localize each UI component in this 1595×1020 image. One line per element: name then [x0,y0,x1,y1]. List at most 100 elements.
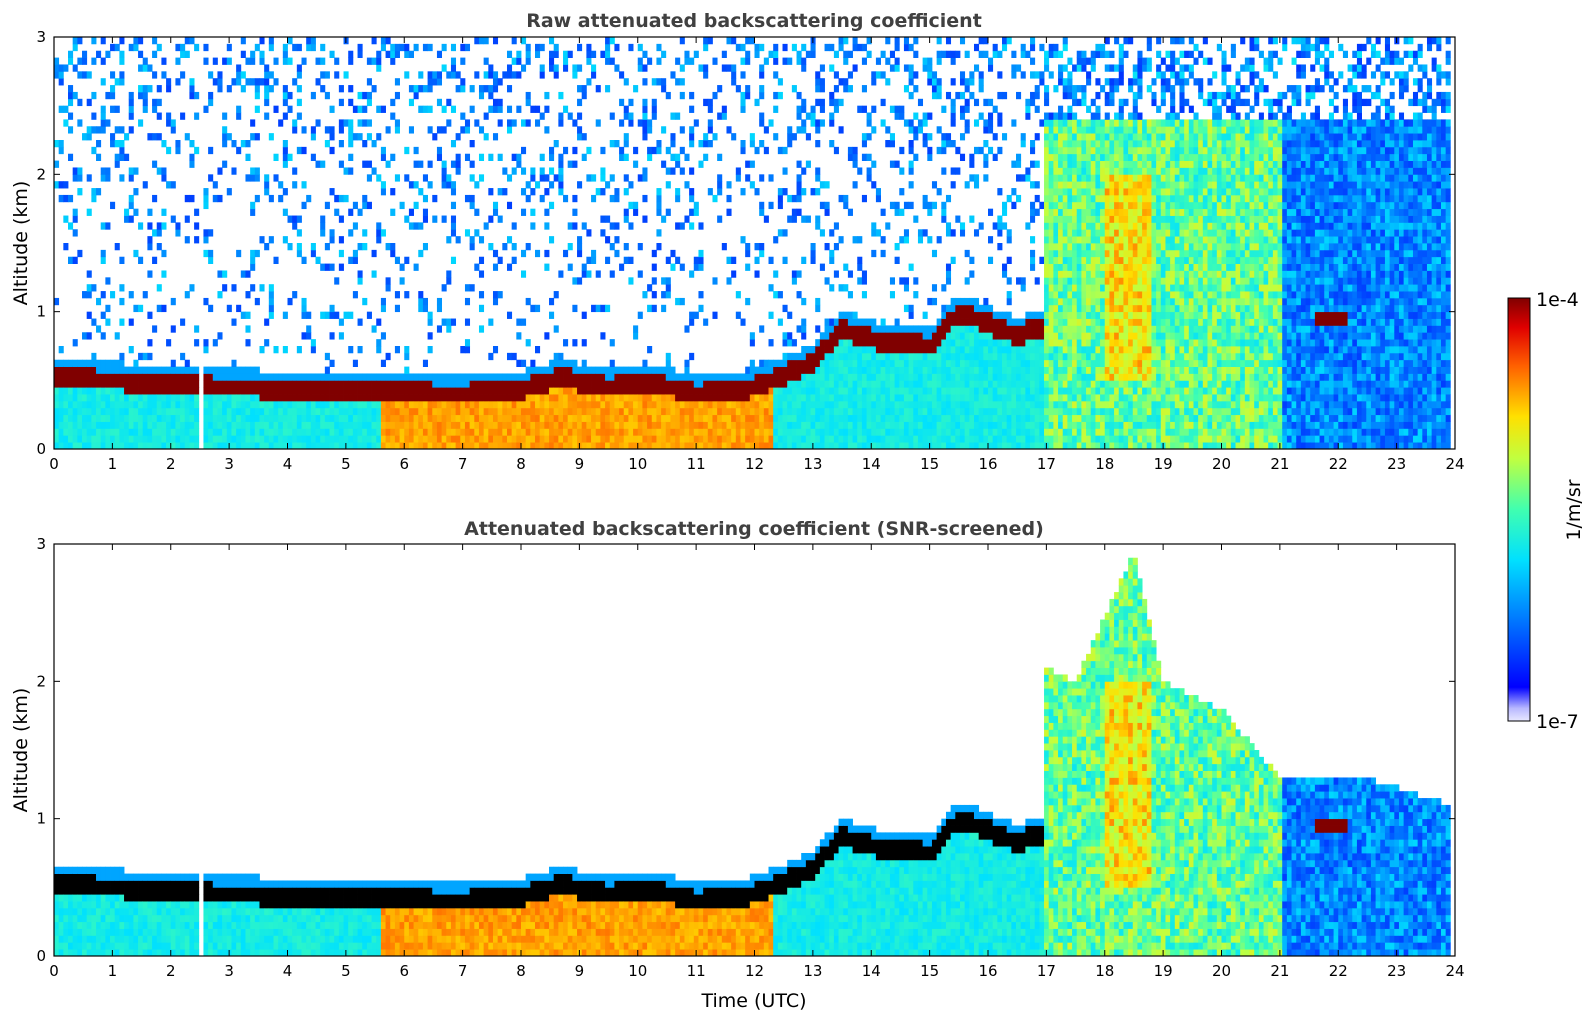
heatmap-cell [642,387,648,395]
heatmap-cell [988,236,994,244]
heatmap-cell [740,146,746,155]
heatmap-cell [455,71,461,79]
heatmap-cell [768,50,774,58]
heatmap-cell [413,222,419,230]
heatmap-cell [394,387,400,395]
heatmap-cell [600,174,606,182]
heatmap-cell [1006,277,1012,285]
heatmap-cell [152,414,158,422]
heatmap-cell [240,366,246,374]
heatmap-cell [567,394,573,402]
heatmap-cell [675,78,681,86]
heatmap-cell [997,318,1003,326]
heatmap-cell [250,133,256,141]
heatmap-cell [852,428,858,436]
heatmap-cell [380,188,386,196]
heatmap-cell [278,387,284,395]
heatmap-cell [1025,359,1031,367]
heatmap-cell [525,98,531,107]
heatmap-cell [478,85,485,93]
heatmap-cell [903,352,910,361]
heatmap-cell [432,71,438,79]
heatmap-cell [866,387,872,395]
heatmap-cell [717,174,723,182]
heatmap-cell [292,119,298,127]
heatmap-cell [740,394,746,402]
heatmap-cell [506,373,513,381]
heatmap-cell [282,387,288,395]
heatmap-cell [394,407,400,416]
heatmap-cell [903,428,910,436]
heatmap-cell [63,215,69,223]
heatmap-cell [114,160,120,168]
heatmap-cell [815,414,821,422]
heatmap-cell [352,133,358,141]
heatmap-cell [119,318,125,326]
heatmap-cell [707,373,713,381]
heatmap-cell [250,249,256,258]
heatmap-cell [992,346,998,354]
heatmap-cell [735,400,741,409]
heatmap-cell [254,428,260,436]
heatmap-cell [436,71,443,79]
heatmap-cell [1039,421,1045,429]
heatmap-cell [675,153,681,161]
heatmap-cell [927,71,933,79]
heatmap-cell [334,277,340,285]
heatmap-cell [927,78,933,86]
heatmap-cell [647,387,653,395]
heatmap-cell [254,400,260,409]
heatmap-cell [684,421,690,429]
heatmap-cell [100,442,106,449]
heatmap-cell [245,57,251,65]
heatmap-cell [549,380,555,388]
heatmap-cell [240,85,246,93]
heatmap-cell [861,346,867,354]
heatmap-cell [54,442,60,449]
heatmap-cell [843,325,849,333]
heatmap-cell [1002,400,1008,409]
heatmap-cell [446,277,452,285]
heatmap-cell [432,442,438,449]
heatmap-cell [749,133,755,141]
heatmap-cell [245,380,251,388]
heatmap-cell [553,380,559,388]
heatmap-cell [861,85,867,93]
heatmap-cell [236,407,242,416]
heatmap-cell [647,400,653,409]
heatmap-cell [679,64,685,72]
heatmap-cell [983,407,989,416]
heatmap-cell [815,98,821,107]
heatmap-cell [483,414,489,422]
heatmap-cell [983,332,989,340]
heatmap-cell [577,366,583,374]
heatmap-cell [175,373,181,381]
heatmap-cell [558,167,564,175]
heatmap-cell [857,256,863,264]
heatmap-cell [759,380,765,388]
heatmap-cell [138,414,144,422]
heatmap-cell [875,325,881,333]
heatmap-cell [609,394,615,402]
heatmap-cell [885,325,891,333]
heatmap-cell [917,229,924,237]
heatmap-cell [236,435,242,443]
heatmap-cell [614,400,620,409]
heatmap-cell [927,387,933,395]
heatmap-cell [142,64,148,72]
heatmap-cell [600,373,606,381]
heatmap-cell [791,270,797,278]
heatmap-cell [969,359,975,367]
heatmap-cell [343,428,349,436]
heatmap-cell [959,112,966,120]
heatmap-cell [469,373,475,381]
heatmap-cell [754,256,760,264]
heatmap-cell [142,387,148,395]
heatmap-cell [236,428,242,436]
heatmap-cell [208,414,214,422]
heatmap-cell [469,140,475,148]
heatmap-cell [945,50,952,58]
heatmap-cell [128,318,134,326]
heatmap-cell [973,304,980,313]
heatmap-cell [203,442,209,449]
